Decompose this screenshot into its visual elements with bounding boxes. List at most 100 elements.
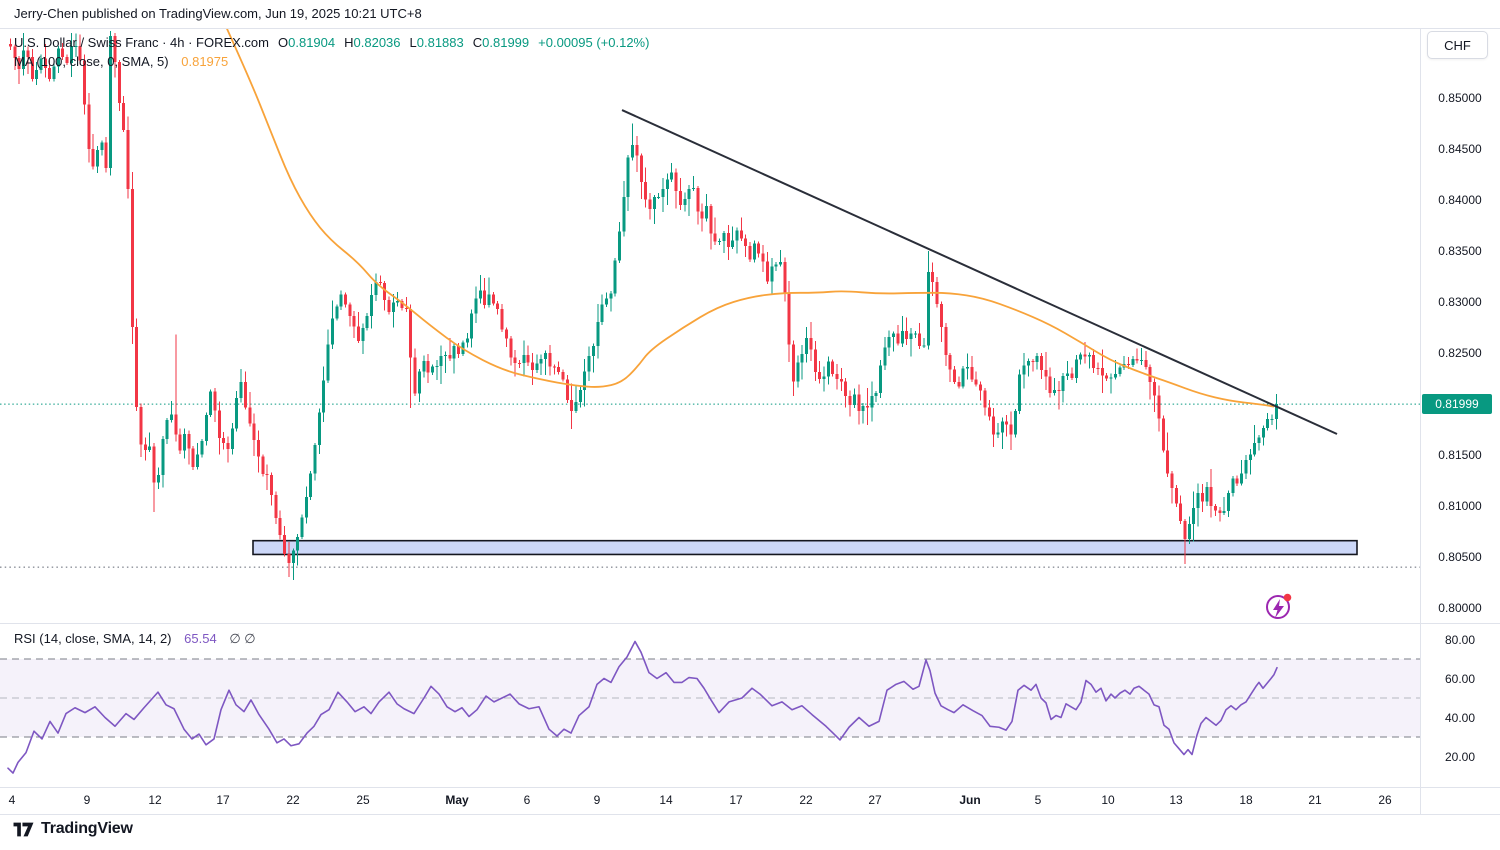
candle: [435, 366, 439, 368]
candle: [578, 389, 582, 403]
candle: [396, 300, 400, 303]
candle: [639, 155, 643, 183]
candle: [278, 517, 282, 536]
descending-trendline: [621, 109, 1338, 435]
current-price-badge: 0.81999: [1422, 394, 1492, 415]
candle: [809, 337, 813, 350]
candle: [387, 299, 391, 312]
candle: [787, 293, 791, 345]
candle: [657, 196, 661, 198]
candle: [770, 266, 774, 282]
candle: [839, 378, 843, 382]
candle: [196, 454, 200, 468]
chart-top-border: [0, 28, 1500, 29]
candle: [352, 316, 356, 327]
open-letter: O: [278, 35, 289, 50]
candle: [109, 35, 113, 169]
candle: [256, 439, 260, 457]
candle: [1022, 365, 1026, 375]
candle: [1066, 373, 1070, 377]
candle: [1031, 360, 1035, 363]
candle: [896, 333, 900, 344]
candle: [283, 535, 287, 555]
candle: [631, 145, 635, 158]
candle: [1248, 454, 1252, 461]
candle: [600, 304, 604, 322]
candle: [130, 188, 134, 327]
candle: [1070, 373, 1074, 378]
candle: [1192, 508, 1196, 524]
candle: [583, 371, 587, 390]
candle: [1061, 376, 1065, 392]
candle: [870, 396, 874, 408]
candle: [1013, 411, 1017, 435]
candle: [65, 57, 69, 63]
candle: [69, 46, 73, 63]
candle: [1235, 478, 1239, 484]
candle: [391, 302, 395, 312]
price-axis[interactable]: 0.85000 0.84500 0.84000 0.83500 0.83000 0.825…: [1420, 0, 1500, 850]
candle: [565, 379, 569, 401]
candle: [343, 294, 347, 305]
tradingview-logo[interactable]: TradingView: [13, 820, 133, 838]
candle: [104, 142, 108, 169]
time-axis-label: 13: [1169, 793, 1183, 807]
candle: [1053, 390, 1056, 394]
candle: [413, 357, 417, 394]
candle: [26, 50, 30, 58]
candle: [739, 230, 743, 239]
tradingview-logo-text: TradingView: [41, 820, 133, 837]
candle: [1240, 473, 1244, 484]
candle: [1135, 359, 1139, 361]
candle: [43, 58, 47, 68]
candle: [178, 434, 182, 451]
candle: [135, 326, 139, 408]
candle: [126, 130, 130, 189]
candle: [539, 358, 543, 364]
time-axis-label: 9: [83, 793, 91, 807]
candle: [1170, 473, 1174, 488]
candle: [1153, 382, 1157, 396]
candle: [822, 376, 826, 380]
flash-icon[interactable]: [1262, 590, 1298, 626]
candle: [487, 294, 491, 306]
candle: [922, 345, 926, 347]
candle: [957, 381, 961, 387]
pane-divider[interactable]: [0, 623, 1500, 624]
candle: [691, 188, 695, 190]
candle: [526, 355, 530, 363]
candle: [752, 243, 756, 260]
candle: [618, 231, 621, 261]
candle: [1105, 375, 1109, 379]
rsi-axis[interactable]: 80.00 60.00 40.00 20.00: [1420, 0, 1500, 850]
candle: [848, 396, 852, 406]
candle: [1196, 492, 1200, 509]
candle: [122, 103, 126, 131]
time-axis-label: Jun: [959, 793, 981, 807]
candle: [296, 537, 300, 551]
candle: [426, 360, 430, 373]
time-axis-label: 14: [659, 793, 673, 807]
candle: [61, 48, 65, 58]
candle: [374, 282, 378, 295]
candle: [183, 433, 186, 451]
lightning-bolt-icon: [1273, 599, 1284, 618]
candle: [857, 394, 861, 412]
candle: [304, 497, 308, 518]
candle: [191, 448, 195, 468]
rsi-axis-label: 80.00: [1444, 632, 1476, 647]
candle: [874, 392, 878, 397]
candle: [674, 172, 678, 191]
candle: [713, 233, 717, 242]
candle: [678, 190, 682, 205]
candle: [169, 414, 173, 421]
candle: [1213, 505, 1217, 511]
candle: [731, 240, 735, 248]
time-axis[interactable]: 4 9 12 17 22 25 May 6 9 14 17 22 27 Jun 5 10 13 18 21 26: [0, 787, 1420, 814]
candle: [330, 318, 334, 345]
high-value: 0.82036: [353, 35, 401, 50]
currency-button[interactable]: CHF: [1427, 31, 1488, 59]
candle: [813, 349, 817, 373]
